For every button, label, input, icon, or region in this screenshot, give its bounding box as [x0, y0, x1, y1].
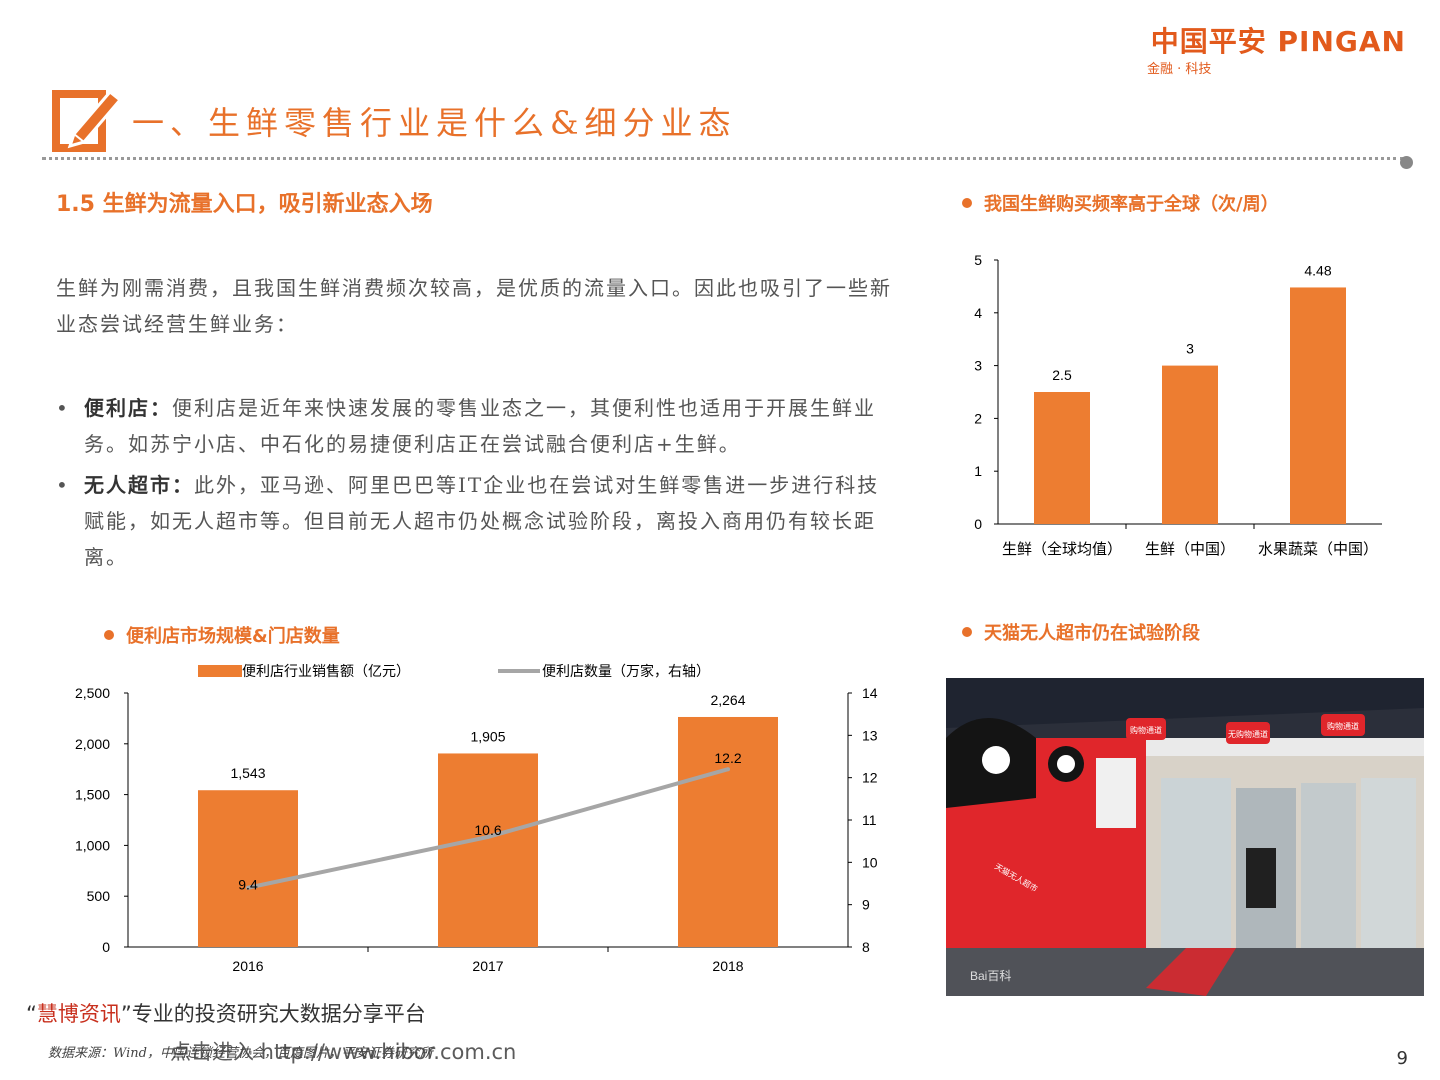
tmall-store-photo: 购物通道 无购物通道 购物通道 天猫无人超市 Bai百科	[946, 678, 1424, 996]
data-label: 4.48	[1304, 262, 1331, 278]
data-label: 2.5	[1052, 367, 1072, 383]
footer-brand: “慧博资讯”专业的投资研究大数据分享平台	[26, 998, 426, 1028]
y-tick-label-right: 8	[862, 939, 870, 955]
y-tick-label-right: 14	[862, 685, 878, 701]
page-title: 一、生鲜零售行业是什么&细分业态	[132, 104, 737, 142]
y-tick-label-left: 2,000	[75, 736, 110, 752]
bullet-dot-icon	[962, 198, 972, 208]
bar-data-label: 1,905	[470, 728, 505, 744]
line-data-label: 12.2	[714, 750, 741, 766]
legend-label: 便利店数量（万家，右轴）	[542, 663, 710, 679]
legend-label: 便利店行业销售额（亿元）	[242, 663, 410, 679]
category-label: 2017	[472, 958, 503, 974]
y-tick-label: 2	[974, 410, 982, 426]
bar	[1034, 392, 1090, 524]
brand-tagline: ”专业的投资研究大数据分享平台	[120, 1002, 426, 1026]
bullet-convenience-store: • 便利店：便利店是近年来快速发展的零售业态之一，其便利性也适用于开展生鲜业务。…	[56, 390, 896, 462]
sign-text: 购物通道	[1327, 721, 1359, 731]
page-number: 9	[1396, 1048, 1408, 1069]
pingan-logo: 中国平安 PINGAN	[1150, 25, 1406, 58]
bullet-text: 此外，亚马逊、阿里巴巴等IT企业也在尝试对生鲜零售进一步进行科技赋能，如无人超市…	[84, 473, 880, 569]
bullet-dot-icon	[104, 630, 114, 640]
category-label: 2016	[232, 958, 263, 974]
y-tick-label-right: 11	[862, 812, 877, 828]
frequency-bar-chart: 0 1 2 3 4 5 2.5 生鲜（全球均值） 3 生鲜（中国） 4.48 水果蔬菜（中国）	[974, 252, 1382, 558]
line-data-label: 9.4	[238, 877, 258, 893]
bar	[198, 790, 298, 947]
quote-mark: “	[26, 1002, 37, 1026]
y-tick-label-left: 1,500	[75, 787, 110, 803]
intro-paragraph: 生鲜为刚需消费，且我国生鲜消费频次较高，是优质的流量入口。因此也吸引了一些新业态…	[56, 276, 892, 336]
title-divider	[42, 157, 1404, 160]
bullet-dot-icon	[962, 627, 972, 637]
line-data-label: 10.6	[474, 822, 501, 838]
y-tick-label-left: 1,000	[75, 837, 110, 853]
photo-title: 天猫无人超市仍在试验阶段	[962, 619, 1200, 645]
bullet-lead: 便利店：	[84, 396, 172, 420]
y-tick-label: 0	[974, 516, 982, 532]
category-label: 生鲜（中国）	[1145, 541, 1235, 558]
bar	[1162, 365, 1218, 524]
bar	[678, 716, 778, 947]
bullet-lead: 无人超市：	[84, 473, 194, 497]
y-tick-label-right: 12	[862, 770, 878, 786]
bullet-unmanned-store: • 无人超市：此外，亚马逊、阿里巴巴等IT企业也在尝试对生鲜零售进一步进行科技赋…	[56, 467, 896, 575]
legend-swatch-bar	[198, 665, 242, 677]
y-tick-label-left: 2,500	[75, 685, 110, 701]
footer-link[interactable]: 点击进入 http://www.hibor.com.cn	[170, 1040, 517, 1064]
line-point	[726, 767, 730, 772]
frequency-chart-title: 我国生鲜购买频率高于全球（次/周）	[962, 190, 1279, 216]
bar-data-label: 1,543	[230, 765, 265, 781]
bullet-icon: •	[56, 473, 70, 497]
line-point	[486, 834, 490, 839]
y-tick-label: 5	[974, 252, 982, 268]
bar-data-label: 2,264	[710, 692, 745, 708]
bullet-text: 便利店是近年来快速发展的零售业态之一，其便利性也适用于开展生鲜业务。如苏宁小店、…	[84, 396, 876, 456]
y-tick-label: 4	[974, 305, 982, 321]
y-tick-label-right: 9	[862, 897, 870, 913]
y-tick-label-right: 13	[862, 727, 878, 743]
bar	[1290, 287, 1346, 524]
sign-text: 无购物通道	[1228, 729, 1268, 739]
convenience-combo-chart: 便利店行业销售额（亿元） 便利店数量（万家，右轴） 0 500 1,000 1,500 2,…	[75, 663, 878, 974]
data-label: 3	[1186, 341, 1194, 357]
section-heading: 1.5 生鲜为流量入口，吸引新业态入场	[56, 192, 433, 217]
divider-end-dot	[1400, 156, 1413, 169]
y-tick-label-left: 500	[87, 888, 111, 904]
category-label: 2018	[712, 958, 743, 974]
pencil-note-icon	[50, 84, 123, 156]
y-tick-label-right: 10	[862, 854, 878, 870]
photo-watermark: Bai百科	[970, 969, 1011, 983]
y-tick-label-left: 0	[102, 939, 110, 955]
convenience-chart-title: 便利店市场规模&门店数量	[104, 622, 340, 648]
category-label: 生鲜（全球均值）	[1002, 540, 1122, 558]
line-point	[246, 885, 250, 890]
bar	[438, 753, 538, 947]
photo-title-text: 天猫无人超市仍在试验阶段	[984, 623, 1200, 644]
logo-subtitle: 金融 · 科技	[1147, 62, 1212, 77]
frequency-chart-title-text: 我国生鲜购买频率高于全球（次/周）	[984, 194, 1279, 215]
sign-text: 购物通道	[1130, 725, 1162, 735]
y-tick-label: 1	[974, 463, 982, 479]
convenience-chart-title-text: 便利店市场规模&门店数量	[126, 626, 340, 647]
data-source: 数据来源：Wind，中国连锁经营协会，百度图片，平安证券研究所	[48, 1046, 433, 1061]
brand-highlight: 慧博资讯	[36, 1002, 121, 1026]
y-tick-label: 3	[974, 358, 982, 374]
category-label: 水果蔬菜（中国）	[1258, 541, 1378, 558]
bullet-icon: •	[56, 396, 70, 420]
